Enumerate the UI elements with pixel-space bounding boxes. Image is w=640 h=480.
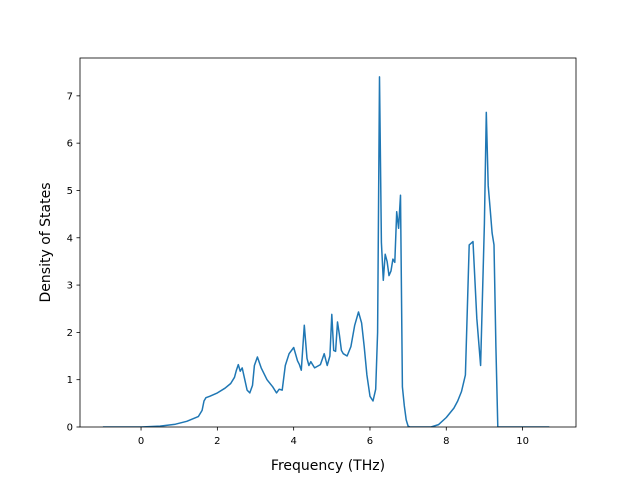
x-tick-label: 2 <box>214 436 220 447</box>
y-tick-label: 0 <box>67 423 73 434</box>
y-tick-label: 5 <box>67 186 73 197</box>
y-tick-label: 6 <box>67 139 73 150</box>
y-axis-label: Density of States <box>38 183 54 303</box>
x-tick-label: 10 <box>516 436 529 447</box>
x-tick-label: 0 <box>138 436 144 447</box>
y-tick-label: 2 <box>67 328 73 339</box>
x-tick-label: 4 <box>290 436 296 447</box>
x-axis-label: Frequency (THz) <box>271 458 385 474</box>
x-tick-label: 6 <box>367 436 373 447</box>
y-axis-ticks: 0 1 2 3 4 5 6 7 <box>67 91 80 434</box>
y-tick-label: 7 <box>67 91 73 102</box>
y-tick-label: 4 <box>67 233 73 244</box>
dos-series-line-0 <box>102 76 550 427</box>
plot-area <box>102 76 550 427</box>
x-axis-ticks: 0 2 4 6 8 10 <box>138 427 529 447</box>
y-tick-label: 1 <box>67 375 73 386</box>
y-tick-label: 3 <box>67 281 73 292</box>
axes-frame <box>79 57 577 428</box>
x-tick-label: 8 <box>443 436 449 447</box>
